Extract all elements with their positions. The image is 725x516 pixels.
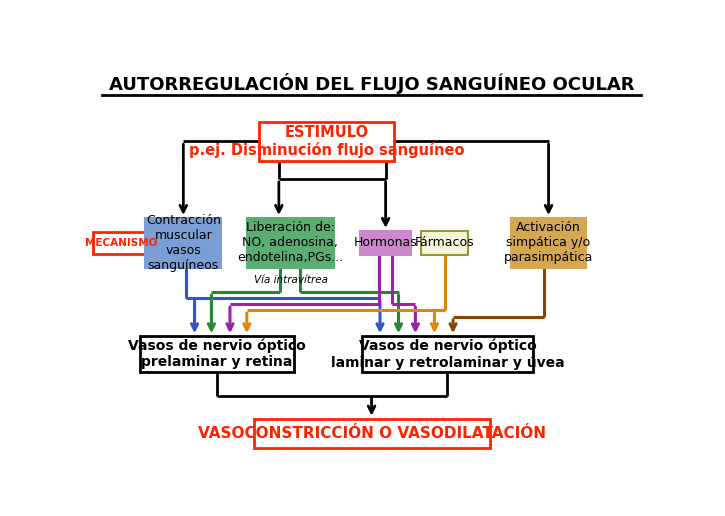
FancyBboxPatch shape (362, 336, 533, 372)
Text: Vía intravítrea: Vía intravítrea (254, 275, 328, 285)
Text: VASOCONSTRICCIÓN O VASODILATACIÓN: VASOCONSTRICCIÓN O VASODILATACIÓN (197, 426, 545, 441)
Text: Vasos de nervio óptico
prelaminar y retina: Vasos de nervio óptico prelaminar y reti… (128, 338, 306, 369)
Text: AUTORREGULACIÓN DEL FLUJO SANGUÍNEO OCULAR: AUTORREGULACIÓN DEL FLUJO SANGUÍNEO OCUL… (109, 73, 634, 94)
Text: ESTÍMULO
p.ej. Disminución flujo sanguíneo: ESTÍMULO p.ej. Disminución flujo sanguín… (188, 124, 464, 158)
Text: Fármacos: Fármacos (415, 236, 474, 249)
FancyBboxPatch shape (360, 231, 411, 254)
FancyBboxPatch shape (140, 336, 294, 372)
FancyBboxPatch shape (510, 218, 587, 267)
Text: Activación
simpática y/o
parasimpática: Activación simpática y/o parasimpática (504, 221, 593, 264)
Text: Hormonas: Hormonas (354, 236, 418, 249)
FancyBboxPatch shape (260, 122, 394, 161)
FancyBboxPatch shape (420, 231, 468, 254)
Text: Vasos de nervio óptico
laminar y retrolaminar y úvea: Vasos de nervio óptico laminar y retrola… (331, 338, 564, 369)
Text: Liberación de:
NO, adenosina,
endotelina,PGs...: Liberación de: NO, adenosina, endotelina… (237, 221, 343, 264)
FancyBboxPatch shape (94, 232, 149, 254)
Text: Contracción
muscular
vasos
sanguíneos: Contracción muscular vasos sanguíneos (146, 214, 221, 272)
FancyBboxPatch shape (146, 218, 221, 267)
FancyBboxPatch shape (247, 218, 334, 267)
FancyBboxPatch shape (254, 418, 489, 448)
Text: MECANISMO: MECANISMO (86, 238, 158, 248)
